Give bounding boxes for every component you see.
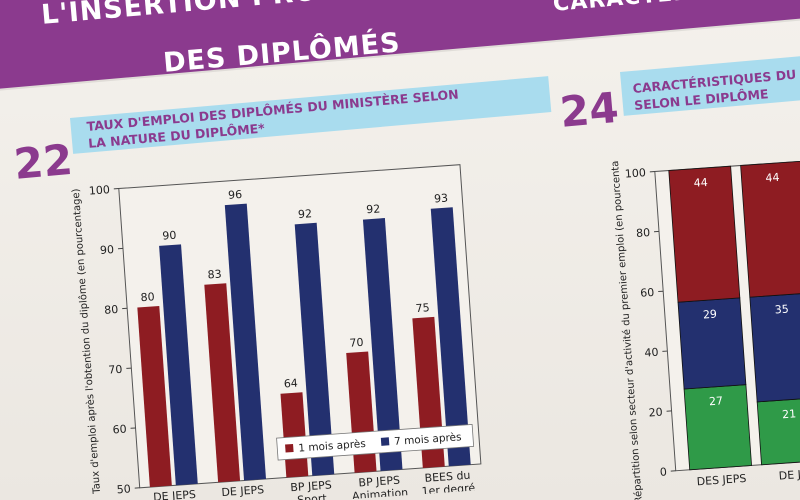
legend-label: 7 mois après <box>394 431 462 448</box>
category-label: BEES du <box>424 469 471 485</box>
section-number-24: 24 <box>558 82 621 137</box>
segment-value-label: 21 <box>782 407 797 421</box>
segment-value-label: 44 <box>765 171 780 185</box>
legend-swatch <box>380 437 390 446</box>
bar-1-mois <box>204 283 241 483</box>
segment-value-label: 27 <box>709 394 724 408</box>
category-label: DE JE <box>778 468 800 483</box>
section-22-subtitle: TAUX D'EMPLOI DES DIPLÔMÉS DU MINISTÈRE … <box>86 85 461 151</box>
y-tick-label: 50 <box>116 482 131 496</box>
bar-7-mois <box>430 207 471 467</box>
stacked-segment <box>740 160 800 298</box>
category-label: BP JEPS <box>358 474 400 490</box>
bar-value-label: 83 <box>207 268 222 282</box>
y-axis-label: Taux d'emploi après l'obtention du diplô… <box>70 188 103 495</box>
segment-value-label: 29 <box>702 308 717 322</box>
bar-value-label: 80 <box>140 290 155 304</box>
bar-value-label: 70 <box>349 336 364 350</box>
legend-swatch <box>285 443 294 453</box>
bar-value-label: 75 <box>415 301 430 315</box>
bar-7-mois <box>159 244 198 486</box>
legend-box <box>276 424 475 461</box>
category-label: DES JEPS <box>696 472 747 488</box>
bar-value-label: 64 <box>283 377 298 391</box>
category-label: DE JEPS <box>153 488 197 500</box>
bar-value-label: 92 <box>366 202 381 216</box>
chart-24: 0 20 40 60 80 100 Répartition selon secteur d'… <box>590 144 800 500</box>
bar-1-mois <box>137 305 172 488</box>
y-tick-label: 60 <box>112 423 127 437</box>
y-tick-label: 20 <box>648 406 663 420</box>
y-tick-label: 80 <box>104 303 119 317</box>
bar-7-mois <box>294 222 335 476</box>
category-label: DE JEPS <box>221 483 265 499</box>
y-tick-label: 80 <box>636 226 651 240</box>
category-label: Sport <box>297 492 328 500</box>
stacked-segment <box>668 165 741 303</box>
segment-value-label: 44 <box>693 176 708 190</box>
y-tick-label: 100 <box>624 166 646 180</box>
bar-value-label: 93 <box>434 192 449 206</box>
y-tick-label: 90 <box>100 243 115 257</box>
bar-7-mois <box>362 218 403 471</box>
bar-value-label: 92 <box>298 207 313 221</box>
y-tick-label: 60 <box>640 286 655 300</box>
y-tick-label: 100 <box>88 183 110 197</box>
legend-label: 1 mois après <box>298 438 366 455</box>
category-label: 1er degré <box>421 481 476 498</box>
chart-22: 50 60 70 80 90 100 Taux d'emploi après l'obten… <box>40 149 503 500</box>
y-tick-label: 70 <box>108 363 123 377</box>
bar-value-label: 96 <box>228 188 243 202</box>
y-tick-label: 0 <box>659 465 667 478</box>
category-label: BP JEPS <box>290 478 332 494</box>
bar-7-mois <box>224 203 267 481</box>
y-axis-label: Répartition selon secteur d'activité du … <box>608 145 645 500</box>
y-tick-label: 40 <box>644 346 659 360</box>
bar-value-label: 90 <box>162 229 177 243</box>
segment-value-label: 35 <box>774 303 789 317</box>
